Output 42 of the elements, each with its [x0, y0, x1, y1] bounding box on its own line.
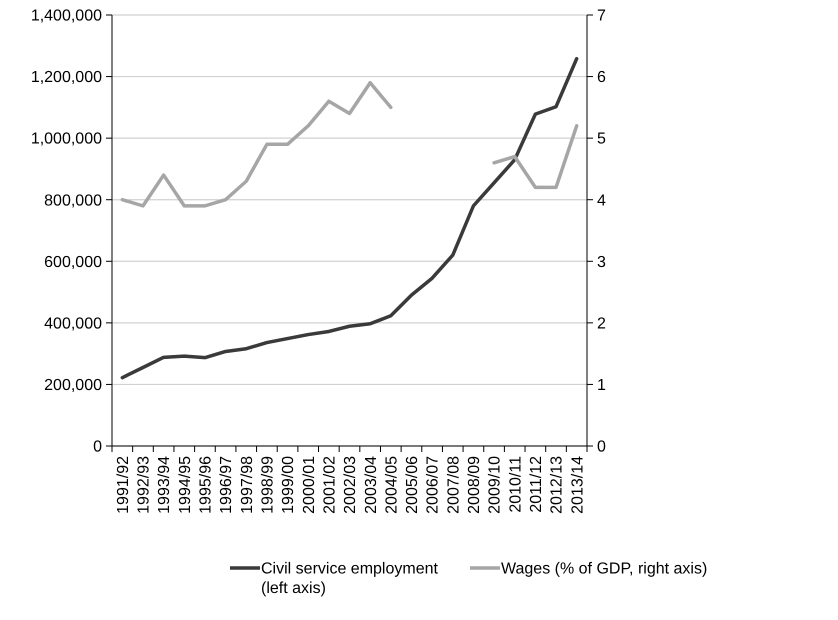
x-tick-label: 1997/98: [238, 456, 256, 514]
x-tick-label: 2006/07: [424, 456, 442, 514]
x-tick-label: 1999/00: [280, 456, 298, 514]
x-tick-label: 1993/94: [156, 456, 174, 514]
y2-tick-label: 7: [597, 8, 606, 25]
y-tick-label: 400,000: [44, 315, 102, 332]
y2-tick-label: 6: [597, 69, 606, 86]
x-tick-label: 1996/97: [218, 456, 236, 514]
y-tick-label: 800,000: [44, 192, 102, 210]
y2-tick-label: 1: [597, 377, 606, 394]
line-series: [120, 56, 578, 380]
x-tick-label: 2012/13: [548, 456, 566, 514]
x-tick-label: 1998/99: [259, 456, 276, 514]
x-tick-label: 2013/14: [569, 456, 586, 514]
x-tick-label: 2005/06: [404, 456, 422, 514]
y-tick-label: 0: [93, 438, 102, 456]
y-tick-label: 1,200,000: [30, 69, 102, 86]
x-tick-label: 2009/10: [486, 456, 504, 514]
x-tick-label: 1995/96: [198, 456, 215, 514]
y-tick-label: 1,000,000: [30, 130, 102, 148]
x-tick-label: 1991/92: [114, 456, 132, 514]
y-tick-label: 600,000: [44, 254, 102, 271]
legend-label: Civil service employment (left axis): [261, 560, 438, 597]
x-tick-label: 2007/08: [445, 456, 462, 514]
y2-tick-label: 0: [597, 438, 606, 456]
x-tick-label: 2000/01: [300, 456, 318, 514]
y2-tick-label: 5: [597, 130, 606, 148]
x-tick-label: 2010/11: [507, 456, 524, 513]
x-tick-label: 2004/05: [383, 456, 400, 514]
legend-label: Wages (% of GDP, right axis): [501, 560, 708, 578]
y-tick-label: 200,000: [44, 377, 102, 394]
y2-tick-label: 4: [597, 192, 606, 210]
x-tick-label: 1992/93: [136, 456, 153, 514]
x-tick-label: 2002/03: [342, 456, 360, 514]
x-tick-label: 2001/02: [321, 456, 338, 514]
y2-tick-label: 2: [597, 315, 606, 332]
x-tick-label: 2011/12: [528, 456, 545, 513]
x-tick-label: 2003/04: [362, 456, 380, 514]
x-tick-label: 2008/09: [466, 456, 484, 514]
x-tick-label: 1994/95: [176, 456, 194, 514]
y-tick-label: 1,400,000: [30, 8, 102, 25]
y2-tick-label: 3: [597, 254, 606, 271]
